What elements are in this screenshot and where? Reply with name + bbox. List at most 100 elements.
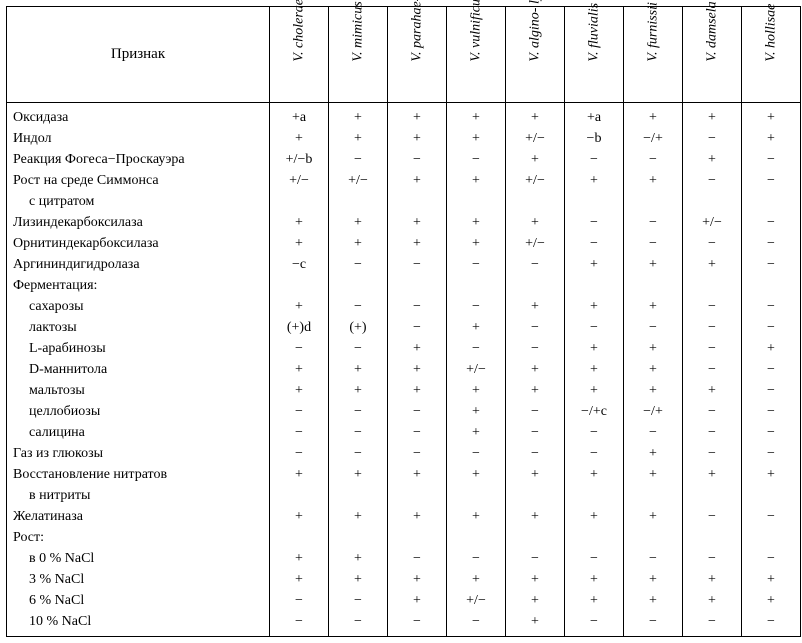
cell: + — [506, 103, 565, 129]
cell — [624, 191, 683, 212]
cell: − — [388, 401, 447, 422]
cell: + — [388, 128, 447, 149]
cell: − — [565, 149, 624, 170]
cell: + — [329, 359, 388, 380]
cell: − — [270, 401, 329, 422]
trait-label: Оксидаза — [7, 103, 270, 129]
cell: − — [742, 506, 801, 527]
header-species-1: V. mimicus — [329, 7, 388, 103]
cell: − — [270, 422, 329, 443]
cell: + — [506, 296, 565, 317]
cell: + — [329, 548, 388, 569]
cell: + — [388, 464, 447, 485]
cell: − — [329, 296, 388, 317]
cell: − — [742, 401, 801, 422]
cell: − — [329, 254, 388, 275]
cell: + — [683, 464, 742, 485]
cell: + — [447, 170, 506, 191]
cell: + — [565, 464, 624, 485]
cell: + — [624, 380, 683, 401]
cell: + — [506, 149, 565, 170]
cell: + — [447, 317, 506, 338]
cell: +/− — [329, 170, 388, 191]
cell: − — [683, 170, 742, 191]
cell: − — [624, 611, 683, 637]
trait-label: Ферментация: — [7, 275, 270, 296]
table-row: Желатиназа+++++++−− — [7, 506, 801, 527]
table-row: мальтозы++++++++− — [7, 380, 801, 401]
cell: + — [447, 422, 506, 443]
cell — [565, 275, 624, 296]
cell: (+)d — [270, 317, 329, 338]
cell: − — [388, 611, 447, 637]
cell: − — [329, 401, 388, 422]
cell: − — [683, 401, 742, 422]
cell — [742, 527, 801, 548]
cell: + — [447, 212, 506, 233]
table-row: D-маннитола++++/−+++−− — [7, 359, 801, 380]
cell: − — [565, 422, 624, 443]
trait-label: мальтозы — [7, 380, 270, 401]
cell: + — [388, 506, 447, 527]
header-species-6: V. furnissii — [624, 7, 683, 103]
cell: + — [388, 233, 447, 254]
cell: + — [329, 506, 388, 527]
cell: − — [388, 422, 447, 443]
cell — [742, 191, 801, 212]
cell: − — [447, 611, 506, 637]
cell: − — [329, 443, 388, 464]
cell: + — [742, 464, 801, 485]
cell: − — [624, 149, 683, 170]
cell: − — [683, 233, 742, 254]
trait-label: Лизиндекарбоксилаза — [7, 212, 270, 233]
cell: − — [388, 296, 447, 317]
cell: + — [624, 590, 683, 611]
cell: + — [270, 548, 329, 569]
cell: − — [447, 296, 506, 317]
cell: − — [388, 317, 447, 338]
cell: + — [447, 401, 506, 422]
cell: −/+ — [624, 128, 683, 149]
cell: − — [447, 443, 506, 464]
table-row: Восстановление нитратов+++++++++ — [7, 464, 801, 485]
cell: + — [624, 464, 683, 485]
cell: − — [683, 317, 742, 338]
cell — [683, 275, 742, 296]
cell: + — [388, 212, 447, 233]
cell: − — [565, 212, 624, 233]
cell: + — [624, 103, 683, 129]
trait-label: L-арабинозы — [7, 338, 270, 359]
cell: + — [270, 128, 329, 149]
header-species-5: V. fluvialis — [565, 7, 624, 103]
cell: + — [329, 569, 388, 590]
cell: − — [742, 233, 801, 254]
cell — [270, 275, 329, 296]
table-row: с цитратом — [7, 191, 801, 212]
cell — [624, 527, 683, 548]
cell: + — [270, 359, 329, 380]
cell: + — [270, 464, 329, 485]
cell: − — [565, 233, 624, 254]
cell — [683, 485, 742, 506]
cell: − — [447, 149, 506, 170]
trait-label: Рост на среде Симмонса — [7, 170, 270, 191]
cell: − — [683, 611, 742, 637]
header-species-7: V. damsela — [683, 7, 742, 103]
cell: + — [329, 380, 388, 401]
cell: − — [742, 548, 801, 569]
cell: − — [388, 149, 447, 170]
cell: − — [270, 443, 329, 464]
cell: +а — [270, 103, 329, 129]
cell: + — [565, 590, 624, 611]
cell: − — [742, 359, 801, 380]
trait-label: целлобиозы — [7, 401, 270, 422]
cell: + — [506, 611, 565, 637]
table-row: лактозы(+)d(+)−+−−−−− — [7, 317, 801, 338]
cell: −/+с — [565, 401, 624, 422]
cell: + — [447, 380, 506, 401]
cell: + — [565, 254, 624, 275]
cell — [506, 275, 565, 296]
table-row: Ферментация: — [7, 275, 801, 296]
cell: + — [270, 212, 329, 233]
header-trait: Признак — [7, 7, 270, 103]
